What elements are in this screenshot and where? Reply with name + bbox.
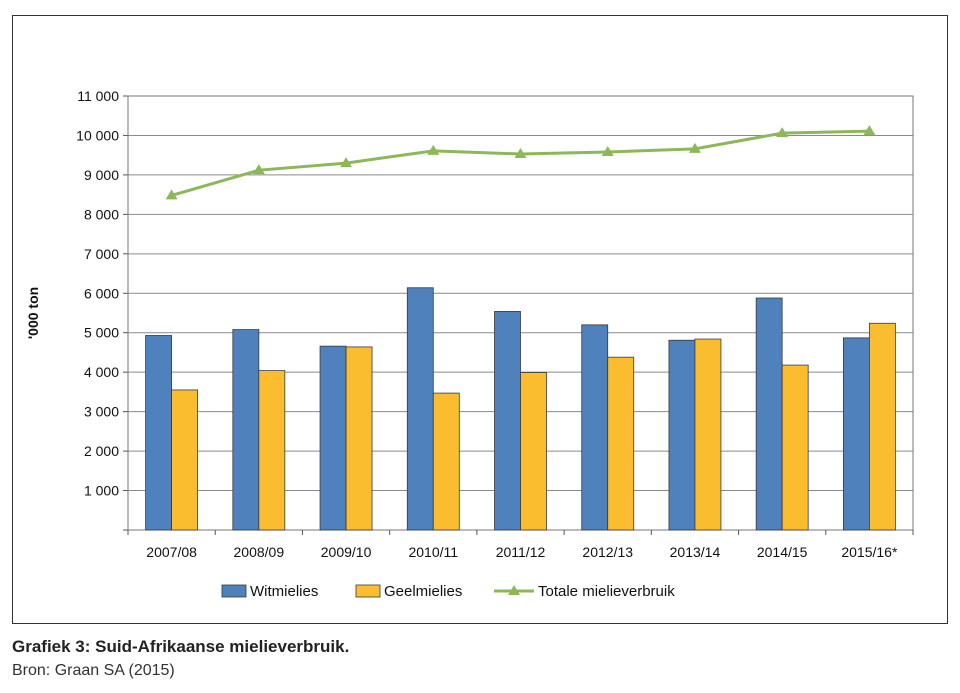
bar-geelmielies (868, 322, 896, 531)
caption-source: Bron: Graan SA (2015) (12, 662, 175, 679)
legend-label: Totale mielieverbruik (538, 583, 675, 600)
x-tick-label: 2014/15 (757, 544, 808, 560)
bar-geelmielies (781, 364, 809, 531)
bar-witmielies (842, 337, 870, 531)
line-marker (601, 146, 614, 157)
y-tick-label: 6 000 (84, 285, 119, 301)
y-tick-label: 4 000 (84, 364, 119, 380)
legend-swatch (355, 584, 381, 598)
bar-witmielies (319, 345, 347, 531)
y-tick-label: 3 000 (84, 404, 119, 420)
caption-title: Grafiek 3: Suid-Afrikaanse mielieverbrui… (12, 637, 350, 656)
bar-geelmielies (258, 370, 286, 531)
y-tick-label: 10 000 (76, 127, 119, 143)
x-tick-label: 2010/11 (408, 544, 458, 560)
line-marker (252, 164, 265, 175)
line-marker (776, 127, 789, 138)
line-marker (427, 144, 440, 155)
y-tick-label: 11 000 (77, 88, 119, 104)
x-tick-label: 2015/16* (841, 544, 898, 560)
line-marker (863, 125, 876, 136)
bar-geelmielies (345, 346, 373, 531)
bar-witmielies (755, 297, 783, 531)
y-tick-label: 8 000 (84, 206, 119, 222)
bar-geelmielies (432, 392, 460, 531)
y-tick-label: 7 000 (84, 246, 119, 262)
x-tick-label: 2012/13 (582, 544, 633, 560)
line-marker (688, 142, 701, 153)
y-tick-label: 1 000 (84, 483, 119, 499)
x-tick-label: 2008/09 (234, 544, 285, 560)
legend-label: Geelmielies (384, 583, 462, 600)
line-marker (165, 189, 178, 200)
line-marker (514, 147, 527, 158)
line-marker (340, 157, 353, 168)
bar-geelmielies (171, 389, 199, 531)
legend-swatch-marker (508, 585, 520, 595)
y-axis-title: '000 ton (25, 287, 41, 339)
bar-geelmielies (694, 338, 722, 531)
bar-witmielies (494, 311, 521, 531)
x-tick-label: 2011/12 (496, 544, 546, 560)
x-tick-label: 2007/08 (146, 544, 197, 560)
bar-witmielies (581, 324, 609, 531)
legend-swatch (221, 584, 247, 598)
x-tick-label: 2013/14 (670, 544, 721, 560)
y-tick-label: 2 000 (84, 443, 119, 459)
bar-witmielies (145, 335, 173, 531)
x-tick-label: 2009/10 (321, 544, 372, 560)
legend-label: Witmielies (250, 583, 318, 600)
bar-witmielies (232, 329, 260, 531)
bar-witmielies (406, 287, 434, 531)
bar-geelmielies (520, 372, 547, 531)
y-tick-label: 9 000 (84, 167, 119, 183)
series-line-totale (171, 129, 870, 197)
bar-witmielies (668, 339, 696, 531)
y-tick-label: 5 000 (84, 325, 119, 341)
bar-geelmielies (607, 356, 635, 531)
